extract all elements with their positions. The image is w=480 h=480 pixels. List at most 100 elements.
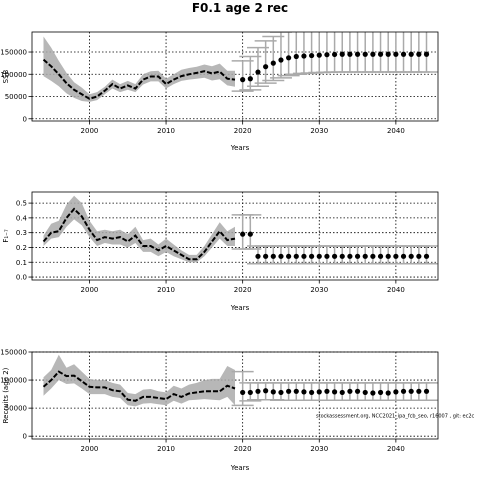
x-tick-label: 2040 (387, 127, 405, 135)
forecast-point (240, 231, 246, 237)
forecast-point (423, 388, 430, 394)
forecast-point (270, 389, 276, 395)
y-tick-label: 0.5 (16, 200, 27, 208)
forecast-point (408, 51, 414, 57)
forecast-point (309, 253, 315, 259)
y-axis-label: SSB (2, 69, 10, 83)
forecast-point (347, 51, 353, 57)
forecast-point (324, 253, 330, 259)
forecast-point (270, 253, 276, 259)
forecast-point (370, 390, 376, 396)
forecast-point (263, 388, 269, 394)
x-tick-label: 2030 (310, 286, 328, 294)
forecast-point (362, 253, 368, 259)
chart-panel-2: 2000 2010 2020 2030 2040 0.0 0.1 0.2 0.3 0.4 0.5 Ye… (2, 191, 439, 312)
x-tick-label: 2020 (234, 286, 252, 294)
forecast-point (331, 51, 338, 58)
forecast-point (278, 57, 284, 63)
y-tick-label: 100000 (0, 71, 27, 79)
confidence-band (43, 195, 235, 263)
y-tick-label: 100000 (0, 377, 27, 385)
forecast-point (316, 389, 322, 395)
forecast-point (377, 253, 384, 259)
forecast-point (316, 52, 322, 58)
forecast-point (400, 253, 407, 259)
forecast-point (286, 388, 292, 394)
axes-frame (31, 191, 439, 281)
forecast-point (416, 388, 422, 394)
x-tick-label: 2020 (234, 445, 252, 453)
plot-area (42, 354, 438, 407)
forecast-point (408, 253, 414, 259)
y-axis-label: Recruits (age 2) (2, 367, 10, 423)
chart-panel-3: 2000 2010 2020 2030 2040 0 50000 100000 150000 Ye… (0, 349, 474, 473)
x-tick-label: 2040 (387, 286, 405, 294)
forecast-point (255, 69, 261, 75)
x-tick-label: 2010 (157, 286, 175, 294)
x-tick-label: 2030 (310, 445, 328, 453)
x-axis-label: Years (230, 144, 250, 152)
y-tick-label: 150000 (0, 49, 27, 57)
y-tick-label: 0 (23, 433, 27, 441)
forecast-point (263, 253, 269, 259)
forecast-point (339, 253, 345, 259)
forecast-point (301, 53, 307, 59)
plot-area (42, 32, 438, 102)
estimate-line (42, 58, 236, 100)
forecast-point (286, 253, 292, 259)
chart-annotation: stockassessment.org, NCC2021_ipa_fcb_seo… (316, 414, 474, 420)
forecast-point (377, 51, 384, 57)
forecast-point (309, 389, 315, 396)
y-tick-label: 0.3 (16, 229, 27, 237)
forecast-point (385, 253, 391, 259)
axes-frame (31, 31, 439, 122)
chart-title: F0.1 age 2 rec (191, 1, 289, 15)
estimate-line (42, 207, 236, 261)
axes-frame (31, 351, 439, 440)
forecast-point (408, 388, 414, 394)
forecast-point (354, 253, 361, 259)
forecast-point (255, 253, 261, 259)
forecast-point (347, 388, 353, 394)
forecast-point (393, 389, 399, 395)
confidence-band (43, 354, 235, 407)
y-tick-label: 0.4 (16, 214, 28, 222)
forecast-point (247, 231, 253, 237)
forecast-point (423, 51, 430, 57)
x-tick-label: 2010 (157, 127, 175, 135)
x-tick-label: 2000 (81, 127, 99, 135)
forecast-point (293, 53, 299, 60)
forecast-point (354, 51, 361, 57)
y-tick-label: 0 (23, 115, 27, 123)
confidence-band (43, 36, 235, 102)
forecast-point (331, 389, 338, 395)
forecast-point (316, 253, 322, 259)
plot-area (42, 195, 438, 265)
forecast-point (240, 77, 246, 83)
x-tick-label: 2000 (81, 445, 99, 453)
forecast-point (362, 51, 368, 57)
forecast-point (247, 76, 253, 82)
forecast-point (400, 51, 407, 57)
forecast-point (385, 390, 391, 396)
forecast-point (354, 388, 361, 394)
forecast-point (393, 253, 399, 259)
forecast-point (278, 253, 284, 259)
y-tick-label: 0.1 (16, 259, 27, 267)
forecast-point (377, 389, 384, 396)
y-tick-label: 0.0 (16, 274, 27, 282)
forecast-point (347, 253, 353, 259)
forecast-point (286, 55, 292, 61)
forecast-point (301, 389, 307, 395)
y-axis-label: F₁₋₇ (2, 229, 10, 243)
forecast-point (255, 388, 261, 394)
x-axis-label: Years (230, 464, 250, 472)
forecast-point (331, 253, 338, 259)
forecast-point (416, 253, 422, 259)
forecast-point (339, 389, 345, 396)
forecast-point (370, 253, 376, 259)
x-axis-label: Years (230, 304, 250, 312)
forecast-point (270, 60, 276, 66)
forecast-point (339, 51, 345, 57)
